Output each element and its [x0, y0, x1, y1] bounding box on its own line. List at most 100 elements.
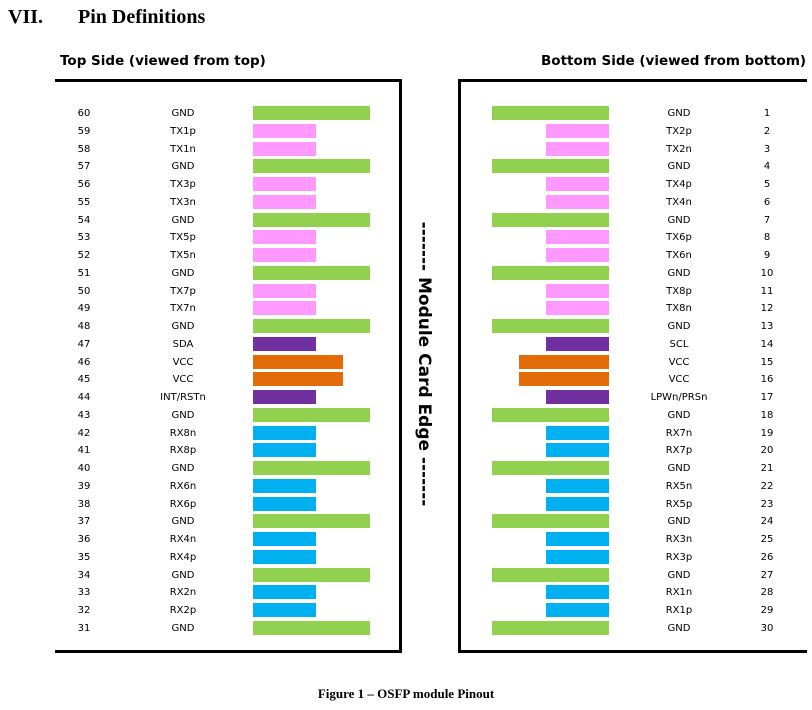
pin-number: 21 — [760, 463, 774, 474]
pin-row: 4 GND — [461, 158, 807, 175]
pin-name: GND — [171, 409, 195, 421]
pin-row: 13 GND — [461, 318, 807, 335]
pin-number: 26 — [760, 551, 774, 563]
pin-name: GND — [171, 108, 195, 119]
pin-row: 10 GND — [461, 265, 807, 282]
pin-number: 10 — [760, 267, 774, 279]
pin-number: 1 — [763, 108, 771, 119]
pin-name: GND — [171, 463, 195, 474]
bottom-side-panel: 1 GND 2 TX2p 3 TX2n 4 GND 5 TX4p 6 TX4n 7 GND 8 TX6p 9 TX… — [458, 79, 807, 653]
pin-name: SDA — [172, 338, 194, 350]
pin-name: GND — [667, 108, 691, 119]
pin-row: 37 GND — [55, 513, 399, 530]
pin-number: 48 — [77, 321, 91, 332]
pin-number: 56 — [77, 179, 91, 190]
pin-row: 45 VCC — [55, 371, 399, 388]
pin-number: 15 — [760, 356, 774, 368]
pin-bar-tx — [253, 301, 316, 316]
pin-row: 30 GND — [461, 620, 807, 637]
pin-name: RX8p — [169, 445, 197, 457]
pin-name: GND — [667, 516, 691, 528]
top-side-title: Top Side (viewed from top) — [60, 53, 266, 69]
pin-number: 54 — [77, 214, 91, 226]
pin-bar-gnd — [253, 106, 370, 120]
pin-name: TX2n — [666, 143, 692, 155]
pin-number: 50 — [77, 285, 91, 297]
pin-number: 52 — [77, 250, 91, 261]
pin-bar-tx — [253, 141, 316, 156]
pin-bar-rx — [253, 532, 316, 546]
pin-number: 17 — [760, 392, 774, 403]
pin-bar-rx — [546, 425, 609, 440]
pin-number: 45 — [77, 374, 91, 386]
pin-bar-gnd — [492, 159, 609, 174]
pin-name: RX3n — [665, 534, 693, 545]
pin-row: 39 RX6n — [55, 478, 399, 495]
pin-number: 43 — [77, 409, 91, 421]
pin-bar-gnd — [492, 461, 609, 475]
pin-row: 17 LPWn/PRSn — [461, 389, 807, 406]
pin-number: 20 — [760, 445, 774, 457]
pin-bar-tx — [253, 194, 316, 209]
figure-caption: Figure 1 – OSFP module Pinout — [317, 686, 495, 701]
pin-name: RX8n — [169, 427, 197, 439]
pin-bar-rx — [546, 549, 609, 564]
pin-number: 32 — [77, 605, 91, 616]
pin-name: RX2n — [169, 587, 197, 599]
pin-number: 5 — [763, 179, 771, 190]
pin-name: TX6p — [666, 232, 692, 244]
pin-number: 18 — [760, 409, 774, 421]
pin-bar-rx — [546, 603, 609, 617]
pin-number: 9 — [763, 250, 771, 261]
pin-row: 24 GND — [461, 513, 807, 530]
pin-row: 28 RX1n — [461, 584, 807, 601]
pin-name: RX2p — [169, 605, 197, 616]
pin-number: 31 — [77, 622, 91, 634]
pin-number: 44 — [77, 392, 91, 403]
pin-bar-ctrl — [546, 390, 609, 404]
pin-row: 50 TX7p — [55, 283, 399, 300]
pin-row: 43 GND — [55, 407, 399, 424]
pin-bar-vcc — [519, 354, 609, 369]
pin-number: 34 — [77, 569, 91, 581]
pin-row: 38 RX6p — [55, 496, 399, 513]
pin-row: 44 INT/RSTn — [55, 389, 399, 406]
pin-row: 33 RX2n — [55, 584, 399, 601]
pin-number: 7 — [763, 214, 771, 226]
pin-name: GND — [667, 214, 691, 226]
pin-bar-rx — [546, 532, 609, 546]
pin-bar-tx — [546, 248, 609, 262]
pin-name: GND — [667, 321, 691, 332]
pin-name: RX1p — [665, 605, 693, 616]
pin-number: 6 — [763, 196, 771, 208]
pin-name: TX5p — [170, 232, 196, 244]
pin-bar-rx — [546, 443, 609, 458]
pin-row: 58 TX1n — [55, 141, 399, 158]
pin-number: 35 — [77, 551, 91, 563]
pin-bar-gnd — [253, 319, 370, 333]
pin-number: 33 — [77, 587, 91, 599]
pin-name: TX1p — [170, 125, 196, 137]
pin-row: 21 GND — [461, 460, 807, 477]
pin-row: 40 GND — [55, 460, 399, 477]
pin-name: RX1n — [665, 587, 693, 599]
pin-number: 41 — [77, 445, 91, 457]
pin-bar-gnd — [492, 106, 609, 120]
pin-row: 51 GND — [55, 265, 399, 282]
pin-bar-rx — [253, 603, 316, 617]
pin-row: 31 GND — [55, 620, 399, 637]
pin-name: GND — [667, 267, 691, 279]
pin-bar-gnd — [253, 620, 370, 635]
pin-bar-rx — [546, 496, 609, 511]
pin-bar-tx — [253, 283, 316, 298]
pin-name: GND — [667, 622, 691, 634]
pin-row: 25 RX3n — [461, 531, 807, 548]
pin-row: 19 RX7n — [461, 425, 807, 442]
pin-number: 27 — [760, 569, 774, 581]
pin-name: GND — [171, 267, 195, 279]
pin-row: 47 SDA — [55, 336, 399, 353]
section-heading: VII. Pin Definitions — [8, 6, 205, 29]
pin-bar-gnd — [253, 567, 370, 582]
pin-row: 35 RX4p — [55, 549, 399, 566]
pin-bar-tx — [546, 141, 609, 156]
